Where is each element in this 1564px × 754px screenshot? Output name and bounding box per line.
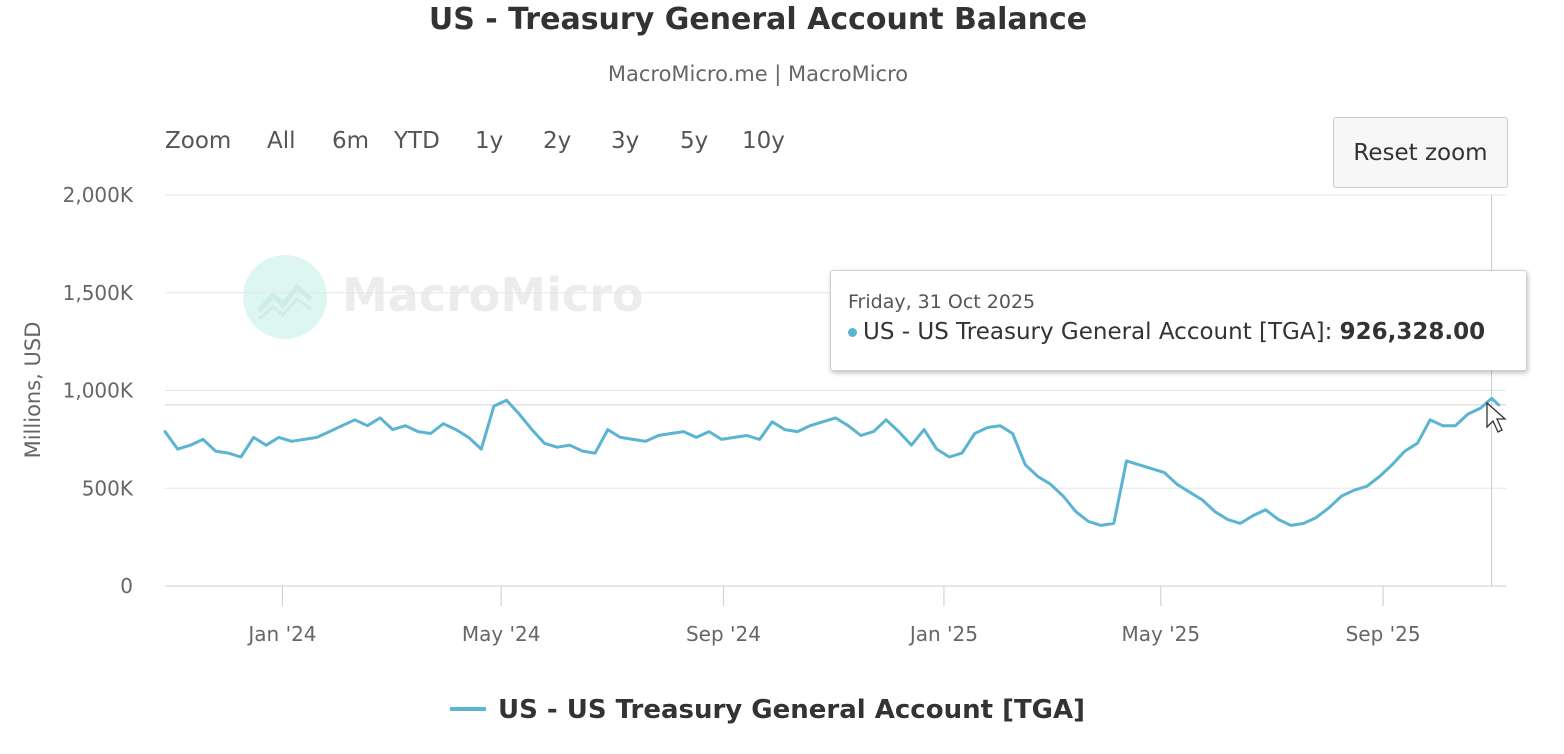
legend-label: US - US Treasury General Account [TGA] bbox=[498, 695, 1086, 725]
series-group[interactable] bbox=[163, 396, 1501, 527]
x-tick-label: Sep '24 bbox=[686, 622, 761, 646]
tooltip-series-dot-icon bbox=[848, 328, 857, 337]
range-button-6m[interactable]: 6m bbox=[332, 128, 370, 154]
series-line[interactable] bbox=[163, 396, 1501, 527]
legend-item[interactable]: US - US Treasury General Account [TGA] bbox=[450, 695, 1085, 725]
x-tick-label: Jan '24 bbox=[246, 622, 316, 646]
watermark-text: MacroMicro bbox=[342, 268, 644, 322]
x-tick-label: May '24 bbox=[462, 622, 541, 646]
tooltip-value: 926,328.00 bbox=[1339, 319, 1486, 345]
range-button-all[interactable]: All bbox=[267, 128, 296, 154]
x-tick-label: Sep '25 bbox=[1346, 622, 1421, 646]
y-tick-label: 1,000K bbox=[63, 379, 134, 403]
range-button-1y[interactable]: 1y bbox=[475, 128, 504, 154]
range-button-2y[interactable]: 2y bbox=[543, 128, 572, 154]
crosshair bbox=[165, 195, 1506, 586]
y-tick-label: 2,000K bbox=[63, 183, 134, 207]
tooltip-series-name: US - US Treasury General Account [TGA] bbox=[863, 319, 1325, 345]
range-button-3y[interactable]: 3y bbox=[611, 128, 640, 154]
tooltip: Friday, 31 Oct 2025 US - US Treasury Gen… bbox=[830, 270, 1527, 371]
tooltip-separator: : bbox=[1324, 319, 1333, 345]
zoom-label: Zoom bbox=[165, 128, 232, 154]
range-button-ytd[interactable]: YTD bbox=[394, 128, 440, 154]
tooltip-date: Friday, 31 Oct 2025 bbox=[848, 291, 1036, 313]
chart-title: US - Treasury General Account Balance bbox=[428, 2, 1088, 37]
y-tick-label: 500K bbox=[82, 476, 134, 500]
grid-lines bbox=[165, 194, 1506, 587]
range-button-10y[interactable]: 10y bbox=[742, 128, 785, 154]
x-axis: Jan '24 May '24 Sep '24 Jan '25 May '25 Sep '… bbox=[246, 586, 1421, 646]
legend-line-icon bbox=[450, 707, 486, 711]
chart-subtitle: MacroMicro.me | MacroMicro bbox=[607, 62, 909, 86]
mouse-cursor-icon bbox=[1486, 401, 1507, 433]
range-button-5y[interactable]: 5y bbox=[680, 128, 709, 154]
x-tick-label: Jan '25 bbox=[908, 622, 978, 646]
tooltip-row: US - US Treasury General Account [TGA]: … bbox=[848, 319, 1485, 345]
y-axis-labels: 0 500K 1,000K 1,500K 2,000K bbox=[63, 183, 134, 598]
x-tick-label: May '25 bbox=[1121, 622, 1200, 646]
y-tick-label: 0 bbox=[120, 574, 133, 598]
cursor-arrow bbox=[1486, 401, 1507, 433]
reset-zoom-button[interactable]: Reset zoom bbox=[1333, 117, 1508, 188]
macromicro-logo-icon bbox=[243, 255, 327, 339]
y-tick-label: 1,500K bbox=[63, 281, 134, 305]
